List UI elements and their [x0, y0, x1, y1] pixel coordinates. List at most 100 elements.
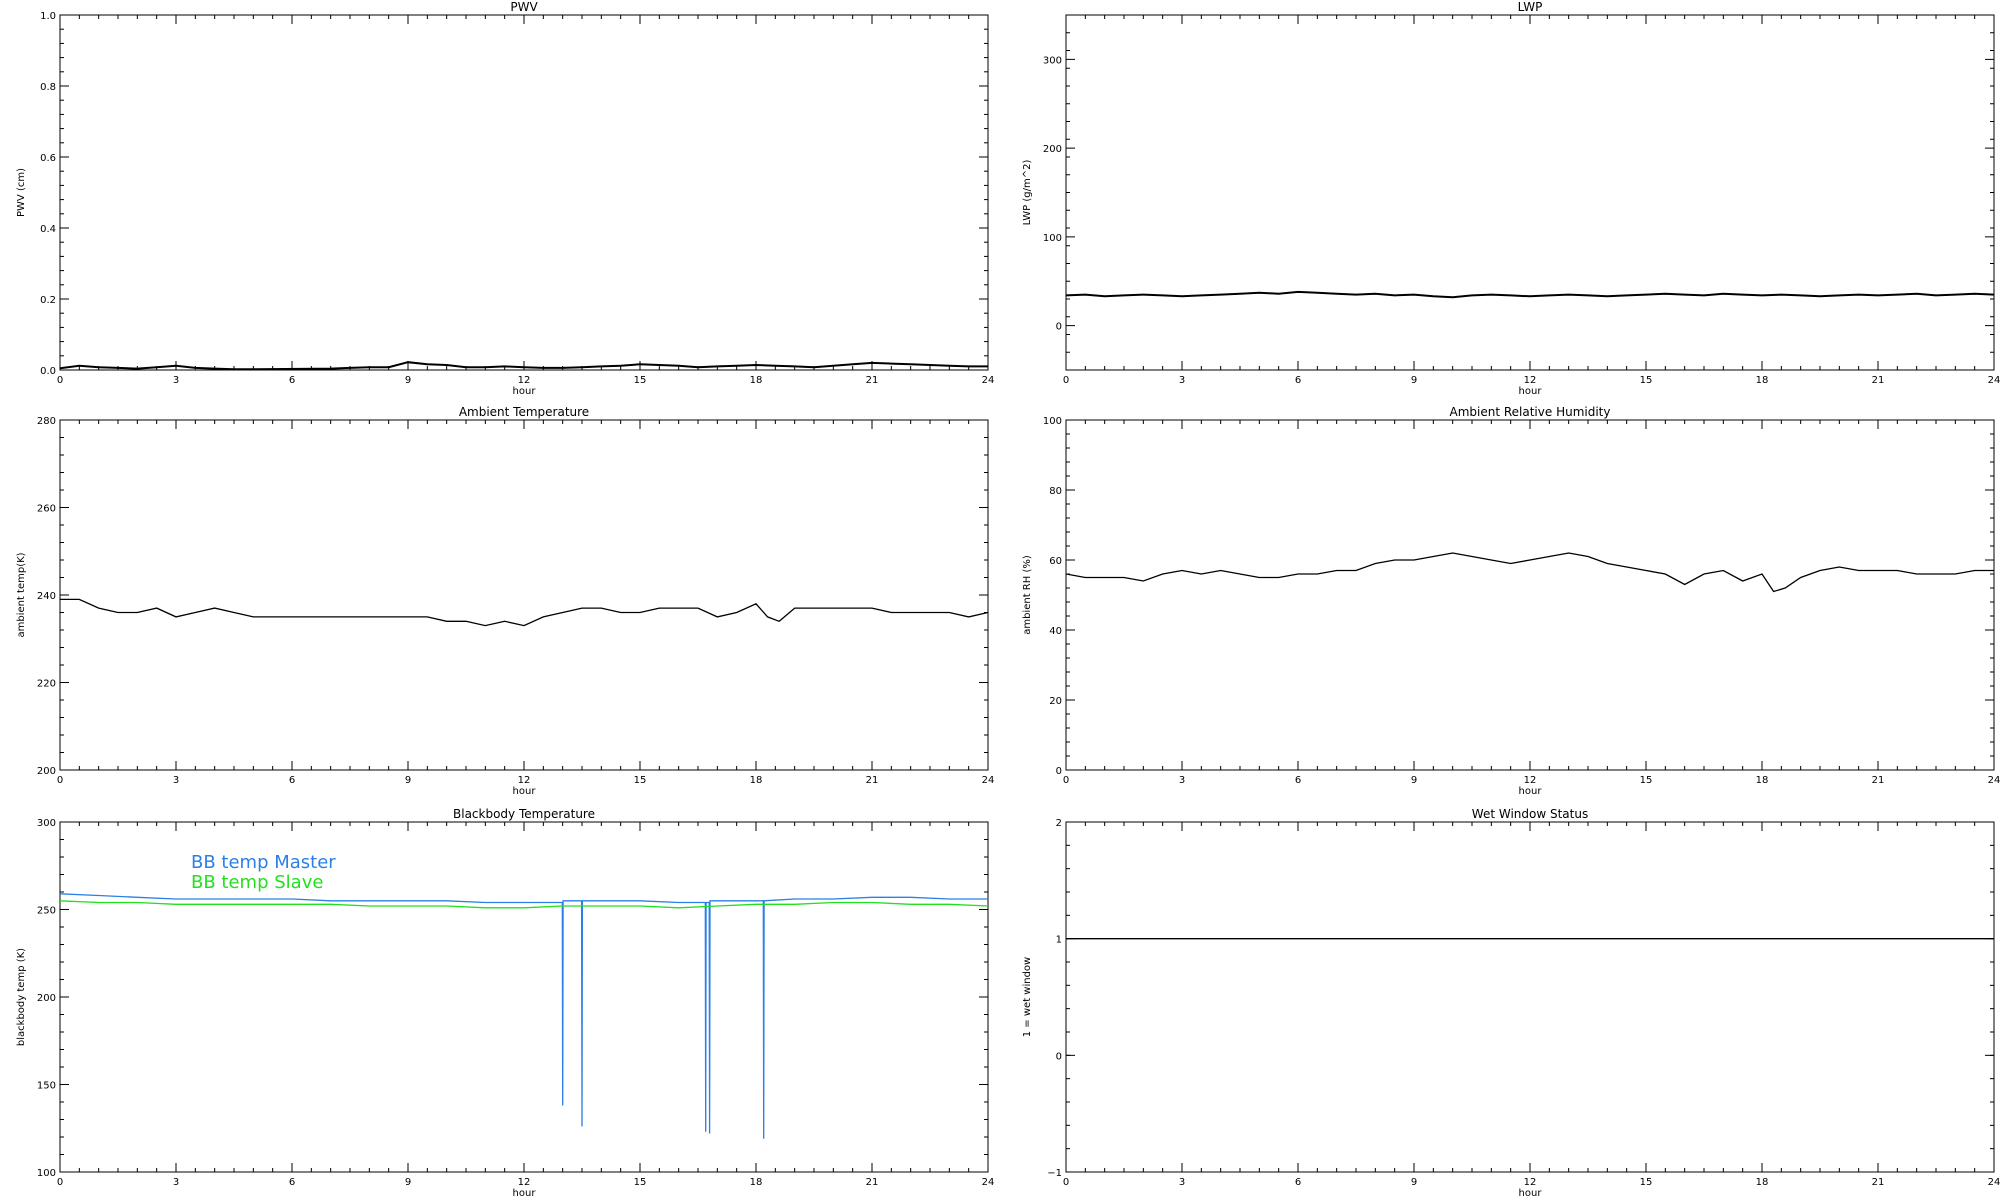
x-tick-label: 24: [982, 1177, 995, 1188]
x-tick-label: 18: [1756, 1177, 1769, 1188]
x-tick-label: 15: [1640, 775, 1653, 786]
y-tick-label: 2: [1056, 818, 1062, 829]
x-tick-label: 18: [750, 1177, 763, 1188]
plot-frame: [59, 419, 989, 771]
x-tick-label: 12: [518, 375, 531, 386]
x-tick-label: 21: [866, 1177, 879, 1188]
y-tick-label: 280: [37, 416, 56, 427]
x-tick-label: 0: [57, 1177, 63, 1188]
y-axis-label: ambient RH (%): [1022, 555, 1033, 635]
x-tick-label: 21: [1872, 375, 1885, 386]
y-axis-label: 1 = wet window: [1022, 957, 1033, 1037]
x-tick-label: 6: [289, 375, 295, 386]
x-axis-label: hour: [1519, 386, 1543, 397]
legend-entry-2: BB temp Slave: [191, 872, 323, 893]
y-tick-label: 0.0: [40, 366, 56, 377]
y-axis-label: LWP (g/m^2): [1022, 160, 1033, 226]
x-tick-label: 12: [518, 1177, 531, 1188]
y-tick-label: 20: [1049, 696, 1062, 707]
x-tick-label: 0: [57, 375, 63, 386]
x-axis-label: hour: [513, 786, 537, 797]
x-tick-label: 6: [289, 1177, 295, 1188]
chart-panel-1: 0 3 6 9 12 15 18 21 24 0.0 0.2 0.4 0.6 0.8 1.0 PWV hour P…: [16, 0, 994, 397]
x-tick-label: 12: [1524, 1177, 1537, 1188]
x-tick-label: 24: [1988, 1177, 2000, 1188]
y-tick-label: 0.8: [40, 82, 56, 93]
x-tick-label: 15: [634, 375, 647, 386]
x-tick-label: 6: [289, 775, 295, 786]
plot-frame: [1065, 419, 1995, 771]
x-tick-label: 0: [1063, 775, 1069, 786]
x-tick-label: 15: [634, 1177, 647, 1188]
y-tick-label: 250: [37, 906, 56, 917]
chart-title: Wet Window Status: [1472, 807, 1588, 821]
y-tick-label: 300: [1043, 55, 1062, 66]
x-tick-label: 9: [1411, 375, 1417, 386]
x-tick-label: 15: [1640, 1177, 1653, 1188]
x-axis-label: hour: [513, 386, 537, 397]
y-tick-label: 0: [1056, 322, 1062, 333]
plot-frame: [59, 14, 989, 371]
y-axis-label: PWV (cm): [16, 168, 27, 217]
x-tick-label: 12: [1524, 775, 1537, 786]
chart-title: LWP: [1518, 0, 1543, 14]
x-tick-label: 24: [1988, 375, 2000, 386]
series-line-1: [1066, 290, 1994, 299]
x-tick-label: 9: [1411, 775, 1417, 786]
y-tick-label: 1: [1056, 935, 1062, 946]
y-tick-label: 300: [37, 818, 56, 829]
y-tick-label: 200: [37, 993, 56, 1004]
chart-panel-2: 0 3 6 9 12 15 18 21 24 0 100 200 300 LWP hour LWP (g/m^…: [1022, 0, 2000, 397]
y-tick-label: 60: [1049, 556, 1062, 567]
x-tick-label: 12: [518, 775, 531, 786]
y-tick-label: 150: [37, 1081, 56, 1092]
y-tick-label: 100: [37, 1168, 56, 1179]
y-tick-label: 100: [1043, 416, 1062, 427]
series-line-1: [1066, 552, 1994, 593]
plot-frame: [1065, 821, 1995, 1173]
y-tick-label: 240: [37, 591, 56, 602]
y-tick-label: 1.0: [40, 11, 56, 22]
series-line-1: [60, 361, 988, 370]
x-tick-label: 3: [1179, 1177, 1185, 1188]
y-tick-label: 40: [1049, 626, 1062, 637]
x-tick-label: 18: [750, 375, 763, 386]
y-tick-label: −1: [1047, 1168, 1062, 1179]
x-tick-label: 3: [173, 375, 179, 386]
y-tick-label: 200: [1043, 144, 1062, 155]
x-axis-label: hour: [513, 1188, 537, 1199]
series-line-1: [60, 598, 988, 627]
x-axis-label: hour: [1519, 786, 1543, 797]
x-tick-label: 24: [1988, 775, 2000, 786]
x-tick-label: 18: [1756, 775, 1769, 786]
y-tick-label: 0: [1056, 766, 1062, 777]
x-tick-label: 6: [1295, 1177, 1301, 1188]
y-tick-label: 80: [1049, 486, 1062, 497]
x-tick-label: 18: [750, 775, 763, 786]
legend-entry-1: BB temp Master: [191, 852, 336, 873]
y-tick-label: 0: [1056, 1051, 1062, 1062]
x-tick-label: 6: [1295, 375, 1301, 386]
x-tick-label: 0: [57, 775, 63, 786]
series-line-2: [60, 900, 988, 909]
x-tick-label: 21: [866, 775, 879, 786]
y-tick-label: 260: [37, 504, 56, 515]
y-tick-label: 100: [1043, 233, 1062, 244]
x-tick-label: 21: [1872, 1177, 1885, 1188]
chart-panel-4: 0 3 6 9 12 15 18 21 24 0 20 40 60 80 100 Ambient Relati…: [1022, 405, 2000, 797]
y-axis-label: blackbody temp (K): [16, 948, 27, 1046]
x-tick-label: 24: [982, 775, 995, 786]
y-tick-label: 0.6: [40, 153, 56, 164]
x-tick-label: 15: [1640, 375, 1653, 386]
chart-panel-3: 0 3 6 9 12 15 18 21 24 200 220 240 260 280 Ambient Tem…: [16, 405, 994, 797]
x-tick-label: 0: [1063, 375, 1069, 386]
x-tick-label: 24: [982, 375, 995, 386]
x-tick-label: 3: [173, 775, 179, 786]
x-tick-label: 18: [1756, 375, 1769, 386]
x-tick-label: 3: [1179, 375, 1185, 386]
y-tick-label: 0.2: [40, 295, 56, 306]
x-axis-label: hour: [1519, 1188, 1543, 1199]
x-tick-label: 9: [405, 1177, 411, 1188]
